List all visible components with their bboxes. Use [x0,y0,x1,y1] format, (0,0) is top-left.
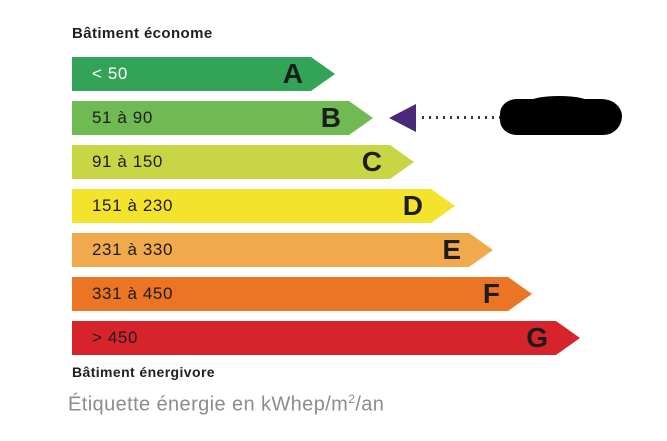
energy-class-bar-g: > 450 G [72,321,580,355]
energy-range-label-c: 91 à 150 [92,152,163,171]
energy-intensive-building-label: Bâtiment énergivore [72,364,215,380]
energy-class-bar-c: 91 à 150 C [72,145,414,179]
energy-class-bar-e: 231 à 330 E [72,233,493,267]
energy-class-letter-g: G [526,322,548,353]
energy-range-label-f: 331 à 450 [92,284,174,303]
energy-class-letter-c: C [361,146,382,177]
pointer-dotted-line [422,116,502,119]
economical-building-label: Bâtiment économe [72,25,213,42]
energy-class-letter-e: E [442,234,461,265]
energy-class-letter-f: F [482,278,500,309]
redacted-value-blob [500,96,622,135]
energy-range-label-d: 151 à 230 [92,196,174,215]
energy-class-bar-f: 331 à 450 F [72,277,532,311]
energy-range-label-e: 231 à 330 [92,240,174,259]
energy-class-bar-b: 51 à 90 B [72,101,373,135]
energy-range-label-b: 51 à 90 [92,108,153,127]
energy-class-letter-b: B [320,102,341,133]
caption-superscript: 2 [348,392,356,406]
energy-class-bar-d: 151 à 230 D [72,189,455,223]
energy-range-label-a: < 50 [92,64,128,83]
selected-class-pointer-icon [389,104,416,132]
caption-prefix: Étiquette énergie en kWhep/m [68,393,349,416]
energy-label-caption: Étiquette énergie en kWhep/m2/an [68,392,384,417]
caption-suffix: /an [355,393,385,416]
energy-class-letter-a: A [282,58,303,89]
energy-range-label-g: > 450 [92,328,139,347]
energy-class-letter-d: D [402,190,423,221]
energy-class-bar-a: < 50 A [72,57,335,91]
